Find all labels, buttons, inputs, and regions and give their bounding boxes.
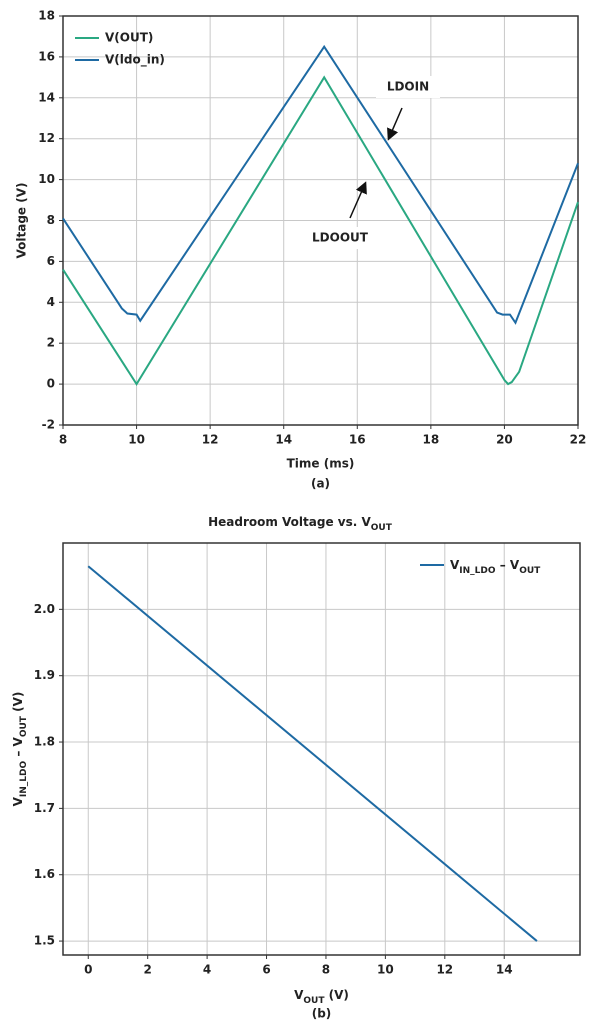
annotation: LDOOUT <box>312 231 369 245</box>
y-tick-label: 14 <box>38 90 55 104</box>
y-tick-label: 2 <box>47 336 55 350</box>
x-tick-label: 10 <box>377 963 394 977</box>
y-axis-label-part: (V) <box>11 692 25 716</box>
chart-title-part: OUT <box>371 523 393 533</box>
x-tick-label: 20 <box>496 433 513 447</box>
y-tick-label: 1.8 <box>34 735 55 749</box>
x-tick-label: 14 <box>275 433 292 447</box>
series-line <box>62 75 579 386</box>
y-axis-label-part: IN_LDO <box>19 760 29 797</box>
legend-label-part: – V <box>496 558 520 572</box>
legend-label-part: OUT <box>519 566 541 576</box>
y-tick-label: 2.0 <box>34 602 55 616</box>
legend-label: VIN_LDO – VOUT <box>450 558 541 576</box>
annotation-arrow <box>387 107 403 141</box>
y-tick-label: 8 <box>47 213 55 227</box>
y-tick-label: 1.6 <box>34 867 55 881</box>
annotation-arrow <box>349 181 367 219</box>
x-axis-label-part: (V) <box>324 988 348 1002</box>
chart-title: Headroom Voltage vs. VOUT <box>208 515 393 533</box>
chart-title-part: Headroom Voltage vs. V <box>208 515 371 529</box>
x-tick-label: 12 <box>202 433 219 447</box>
x-axis-label-part: OUT <box>303 996 325 1006</box>
annotation: LDOIN <box>387 80 429 94</box>
x-tick-label: 8 <box>59 433 67 447</box>
series-line <box>62 44 579 325</box>
y-tick-label: 1.5 <box>34 934 55 948</box>
x-tick-label: 6 <box>262 963 270 977</box>
x-tick-label: 8 <box>322 963 330 977</box>
y-tick-label: 1.7 <box>34 801 55 815</box>
y-axis-label-part: V <box>11 796 25 806</box>
y-axis-label-part: OUT <box>19 715 29 737</box>
y-axis-label-part: – V <box>11 736 25 760</box>
y-tick-label: 10 <box>38 172 55 186</box>
x-tick-label: 22 <box>570 433 587 447</box>
legend-label: V(OUT) <box>105 31 153 45</box>
y-tick-label: 4 <box>47 295 55 309</box>
y-axis-label: Voltage (V) <box>15 183 29 259</box>
y-tick-label: 6 <box>47 254 55 268</box>
x-axis-label: Time (ms) <box>287 457 355 471</box>
legend-label: V(ldo_in) <box>105 53 165 68</box>
y-tick-label: 1.9 <box>34 668 55 682</box>
y-tick-label: 12 <box>38 131 55 145</box>
y-axis-label: VIN_LDO – VOUT (V) <box>11 692 29 807</box>
caption: (b) <box>312 1007 332 1021</box>
series-line <box>87 565 538 942</box>
plot-frame <box>62 542 581 956</box>
x-axis-label: VOUT (V) <box>294 988 349 1006</box>
x-tick-label: 18 <box>423 433 440 447</box>
caption: (a) <box>311 477 330 491</box>
legend-label-part: IN_LDO <box>459 566 496 576</box>
y-tick-label: -2 <box>42 418 55 432</box>
y-tick-label: 18 <box>38 9 55 23</box>
annotation-box <box>376 76 440 98</box>
y-tick-label: 0 <box>47 377 55 391</box>
x-tick-label: 12 <box>436 963 453 977</box>
annotation-box <box>308 227 372 249</box>
plot-frame <box>62 15 579 426</box>
y-tick-label: 16 <box>38 49 55 63</box>
x-axis-label-part: V <box>294 988 304 1002</box>
x-tick-label: 16 <box>349 433 366 447</box>
x-tick-label: 10 <box>128 433 145 447</box>
x-tick-label: 14 <box>496 963 513 977</box>
x-tick-label: 4 <box>203 963 211 977</box>
x-tick-label: 0 <box>84 963 92 977</box>
legend-label-part: V <box>450 558 460 572</box>
x-tick-label: 2 <box>144 963 152 977</box>
